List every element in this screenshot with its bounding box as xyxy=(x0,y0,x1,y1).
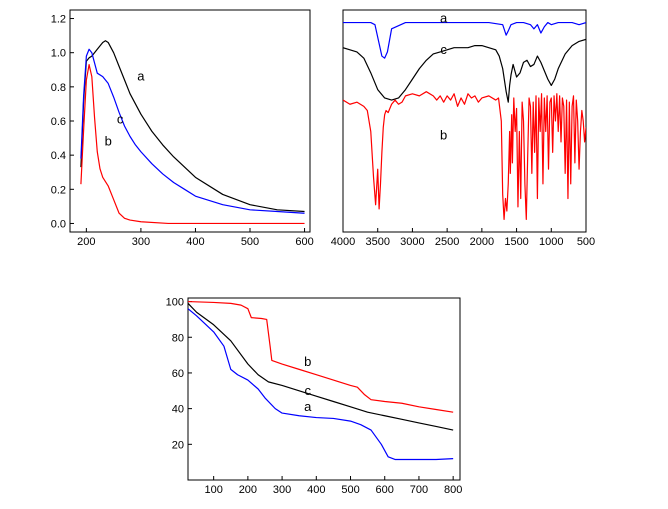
panel-a-series-c-line xyxy=(80,48,305,214)
panel-b-series-c-label: c xyxy=(440,42,447,57)
panel-c-series-c-label: c xyxy=(304,383,311,398)
panel-a-series-a-line xyxy=(80,40,305,213)
panel-c-tga-curves: 100 200 300 400 500 600 700 800 20 40 60 80 100 bca xyxy=(166,297,463,496)
panel-c-y-tick-label: 40 xyxy=(172,404,184,416)
panel-c-series-a-label: a xyxy=(304,399,312,414)
panel-c-y-tick-label: 100 xyxy=(166,297,184,309)
panel-b-series-b-label: b xyxy=(440,128,447,143)
panel-b-x-tick-label: 1000 xyxy=(539,236,563,248)
panel-a-y-tick-label: 0.8 xyxy=(51,82,66,94)
panel-a-y-tick-label: 0.2 xyxy=(51,184,66,196)
panel-c-x-tick-label: 500 xyxy=(341,484,359,496)
panel-c-series-b-line xyxy=(188,300,454,413)
panel-b-x-tick-label: 3000 xyxy=(400,236,424,248)
panel-b-x-tick-label: 1500 xyxy=(504,236,528,248)
panel-c-series-a-line xyxy=(188,308,454,461)
panel-a-x-tick-label: 200 xyxy=(77,236,95,248)
panel-b-series-a-line xyxy=(343,21,586,59)
panel-a-series-b-label: b xyxy=(105,133,112,148)
panel-c-frame xyxy=(187,297,461,481)
panel-a-uv-spectrum: 200 300 400 500 600 0.0 0.2 0.4 0.6 0.8 1.0 1.2 a cb xyxy=(51,9,314,248)
panel-c-x-tick-label: 200 xyxy=(239,484,257,496)
panel-a-x-tick-label: 300 xyxy=(132,236,150,248)
panel-a-x-tick-label: 600 xyxy=(295,236,313,248)
panel-c-x-tick-label: 100 xyxy=(204,484,222,496)
panel-a-series-c-label: c xyxy=(117,111,124,126)
panel-b-series-b-line xyxy=(343,91,586,221)
panel-b-frame xyxy=(342,9,587,233)
panel-c-series-b-label: b xyxy=(304,354,311,369)
panel-a-y-tick-label: 0.4 xyxy=(51,150,66,162)
panel-b-x-tick-label: 2500 xyxy=(435,236,459,248)
panel-b-ftir-spectrum: 4000 3500 3000 2500 2000 1500 1000 500 a c b xyxy=(331,9,595,248)
panel-b-x-tick-label: 500 xyxy=(577,236,595,248)
panel-c-y-tick-label: 80 xyxy=(172,332,184,344)
panel-a-series-a-label: a xyxy=(137,69,145,84)
panel-c-x-tick-label: 600 xyxy=(376,484,394,496)
panel-a-x-tick-label: 400 xyxy=(186,236,204,248)
panel-c-x-tick-label: 800 xyxy=(444,484,462,496)
panel-a-frame xyxy=(69,9,311,233)
panel-a-y-tick-label: 0.0 xyxy=(51,218,66,230)
panel-b-series-a-label: a xyxy=(440,10,448,25)
panel-c-x-tick-label: 400 xyxy=(307,484,325,496)
panel-c-y-tick-label: 20 xyxy=(172,439,184,451)
panel-a-y-tick-label: 0.6 xyxy=(51,116,66,128)
panel-a-x-tick-label: 500 xyxy=(241,236,259,248)
panel-b-series-c-line xyxy=(343,38,586,103)
panel-c-series-c-line xyxy=(188,302,454,431)
panel-c-x-tick-label: 300 xyxy=(273,484,291,496)
panel-b-x-tick-label: 3500 xyxy=(365,236,389,248)
panel-b-x-tick-label: 4000 xyxy=(331,236,355,248)
panel-a-y-tick-label: 1.2 xyxy=(51,14,66,26)
panel-a-y-tick-label: 1.0 xyxy=(51,48,66,60)
panel-c-y-tick-label: 60 xyxy=(172,368,184,380)
panel-b-x-tick-label: 2000 xyxy=(470,236,494,248)
panel-a-series-b-line xyxy=(80,64,305,225)
panel-c-x-tick-label: 700 xyxy=(410,484,428,496)
